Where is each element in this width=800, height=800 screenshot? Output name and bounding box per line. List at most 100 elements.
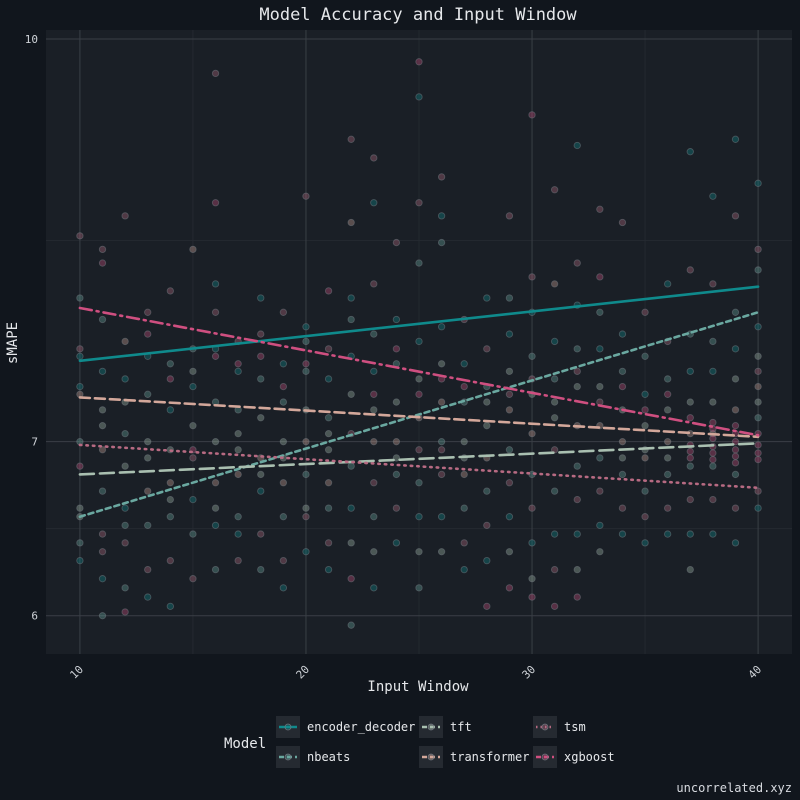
point-tsm [483, 521, 491, 530]
point-tsm [528, 273, 536, 281]
point-nbeats [437, 438, 446, 446]
point-transformer [98, 446, 107, 454]
point-encoder_decoder [98, 575, 107, 583]
point-tsm [664, 504, 672, 512]
point-tsm [98, 530, 107, 538]
point-tsm [641, 308, 649, 316]
point-tft [392, 454, 401, 462]
point-transformer [437, 398, 446, 406]
point-tsm [686, 266, 694, 274]
point-tft [166, 495, 174, 504]
legend-item-xgboost: xgboost [533, 746, 615, 768]
legend-item-nbeats: nbeats [276, 746, 350, 768]
point-encoder_decoder [392, 539, 401, 547]
trend-line-encoder_decoder [78, 285, 760, 363]
legend-label-tft: tft [450, 720, 472, 734]
point-tsm [415, 199, 423, 207]
point-nbeats [166, 360, 174, 368]
point-nbeats [415, 259, 423, 267]
point-encoder_decoder [686, 530, 694, 538]
point-nbeats [437, 238, 446, 247]
point-xgboost [415, 58, 423, 66]
point-tft [754, 398, 762, 406]
point-nbeats [709, 337, 717, 346]
point-tsm [279, 556, 288, 565]
point-nbeats [505, 294, 514, 302]
point-nbeats [641, 487, 649, 495]
point-tsm [121, 212, 129, 220]
point-encoder_decoder [279, 584, 288, 592]
trend-line-tft [78, 442, 760, 476]
point-tsm [754, 367, 762, 375]
scatter-points [76, 58, 762, 629]
point-tft [664, 454, 672, 462]
point-nbeats [121, 584, 129, 592]
point-xgboost [302, 360, 310, 368]
point-xgboost [754, 455, 762, 464]
point-tsm [596, 205, 604, 213]
point-nbeats [324, 504, 333, 512]
point-encoder_decoder [392, 315, 401, 324]
point-encoder_decoder [189, 382, 197, 391]
legend-item-tft: tft [419, 716, 472, 738]
point-tsm [754, 245, 762, 254]
trend-line-transformer [78, 396, 760, 439]
point-encoder_decoder [347, 504, 355, 512]
point-encoder_decoder [709, 530, 717, 538]
point-nbeats [415, 479, 423, 487]
point-nbeats [347, 315, 355, 324]
minor-gridlines [46, 30, 792, 654]
point-nbeats [573, 345, 581, 353]
point-nbeats [505, 446, 514, 454]
point-nbeats [121, 430, 129, 438]
point-tft [279, 438, 288, 446]
point-tsm [324, 539, 333, 547]
point-encoder_decoder [460, 360, 468, 368]
point-nbeats [460, 504, 468, 512]
legend-item-transformer: transformer [419, 746, 529, 768]
point-xgboost [731, 422, 740, 430]
point-nbeats [664, 375, 672, 383]
legend-label-transformer: transformer [450, 750, 529, 764]
point-tsm [189, 575, 197, 583]
point-tft [211, 504, 220, 512]
y-axis-title: sMAPE [5, 322, 21, 364]
point-transformer [392, 438, 401, 446]
point-encoder_decoder [166, 602, 174, 611]
point-tft [709, 398, 717, 406]
point-nbeats [596, 454, 604, 462]
point-transformer [121, 337, 129, 346]
trend-lines [78, 285, 760, 519]
point-nbeats [98, 612, 107, 620]
point-tsm [731, 504, 740, 512]
point-tft [121, 462, 129, 470]
point-tsm [731, 212, 740, 220]
point-tft [437, 360, 446, 368]
point-tsm [437, 470, 446, 479]
point-tft [550, 398, 559, 406]
point-transformer [347, 218, 355, 227]
point-tft [686, 565, 694, 574]
point-tsm [618, 504, 627, 512]
y-tick-label: 7 [31, 436, 38, 449]
point-tft [98, 406, 107, 414]
point-xgboost [754, 449, 762, 457]
point-tsm [98, 548, 107, 556]
point-xgboost [709, 449, 717, 457]
point-encoder_decoder [483, 294, 491, 302]
point-tft [483, 398, 491, 406]
point-nbeats [302, 470, 310, 479]
point-transformer [754, 382, 762, 391]
point-xgboost [392, 345, 401, 353]
point-nbeats [279, 513, 288, 521]
legend-item-tsm: tsm [533, 716, 586, 738]
point-encoder_decoder [754, 179, 762, 187]
point-xgboost [596, 273, 604, 281]
point-nbeats [257, 375, 265, 383]
point-nbeats [573, 462, 581, 470]
point-encoder_decoder [731, 135, 740, 143]
point-transformer [189, 245, 197, 254]
x-tick-label: 30 [520, 663, 539, 682]
point-encoder_decoder [731, 539, 740, 547]
